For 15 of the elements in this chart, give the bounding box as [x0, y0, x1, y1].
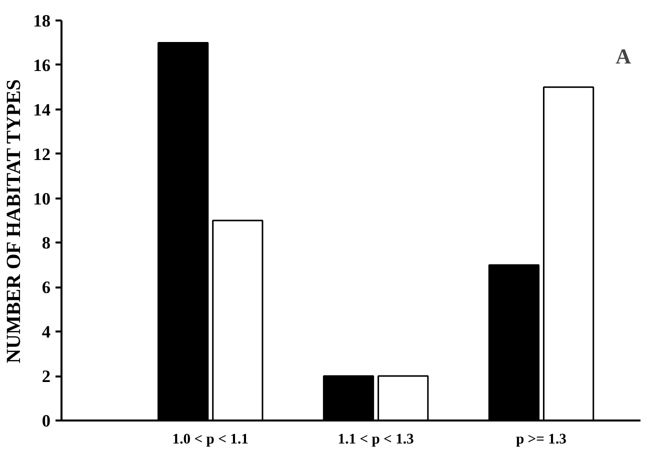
y-tick-label: 14: [33, 100, 51, 120]
y-tick-label: 0: [42, 412, 51, 430]
y-tick-label: 18: [33, 12, 51, 30]
y-tick-label: 4: [42, 322, 51, 342]
x-tick-label: 1.1 < p < 1.3: [338, 432, 414, 448]
y-tick-label: 2: [42, 367, 51, 386]
y-tick-label: 8: [42, 234, 51, 253]
annotation: A: [616, 44, 632, 68]
y-axis-title: NUMBER OF HABITAT TYPES: [3, 79, 26, 364]
x-tick-label: p >= 1.3: [516, 432, 567, 448]
y-tick-label: 16: [33, 56, 51, 75]
x-tick-label: 1.0 < p < 1.1: [172, 432, 248, 448]
y-tick-label: 6: [42, 278, 51, 298]
y-tick-label: 12: [33, 144, 50, 164]
y-tick-label: 10: [33, 189, 50, 208]
